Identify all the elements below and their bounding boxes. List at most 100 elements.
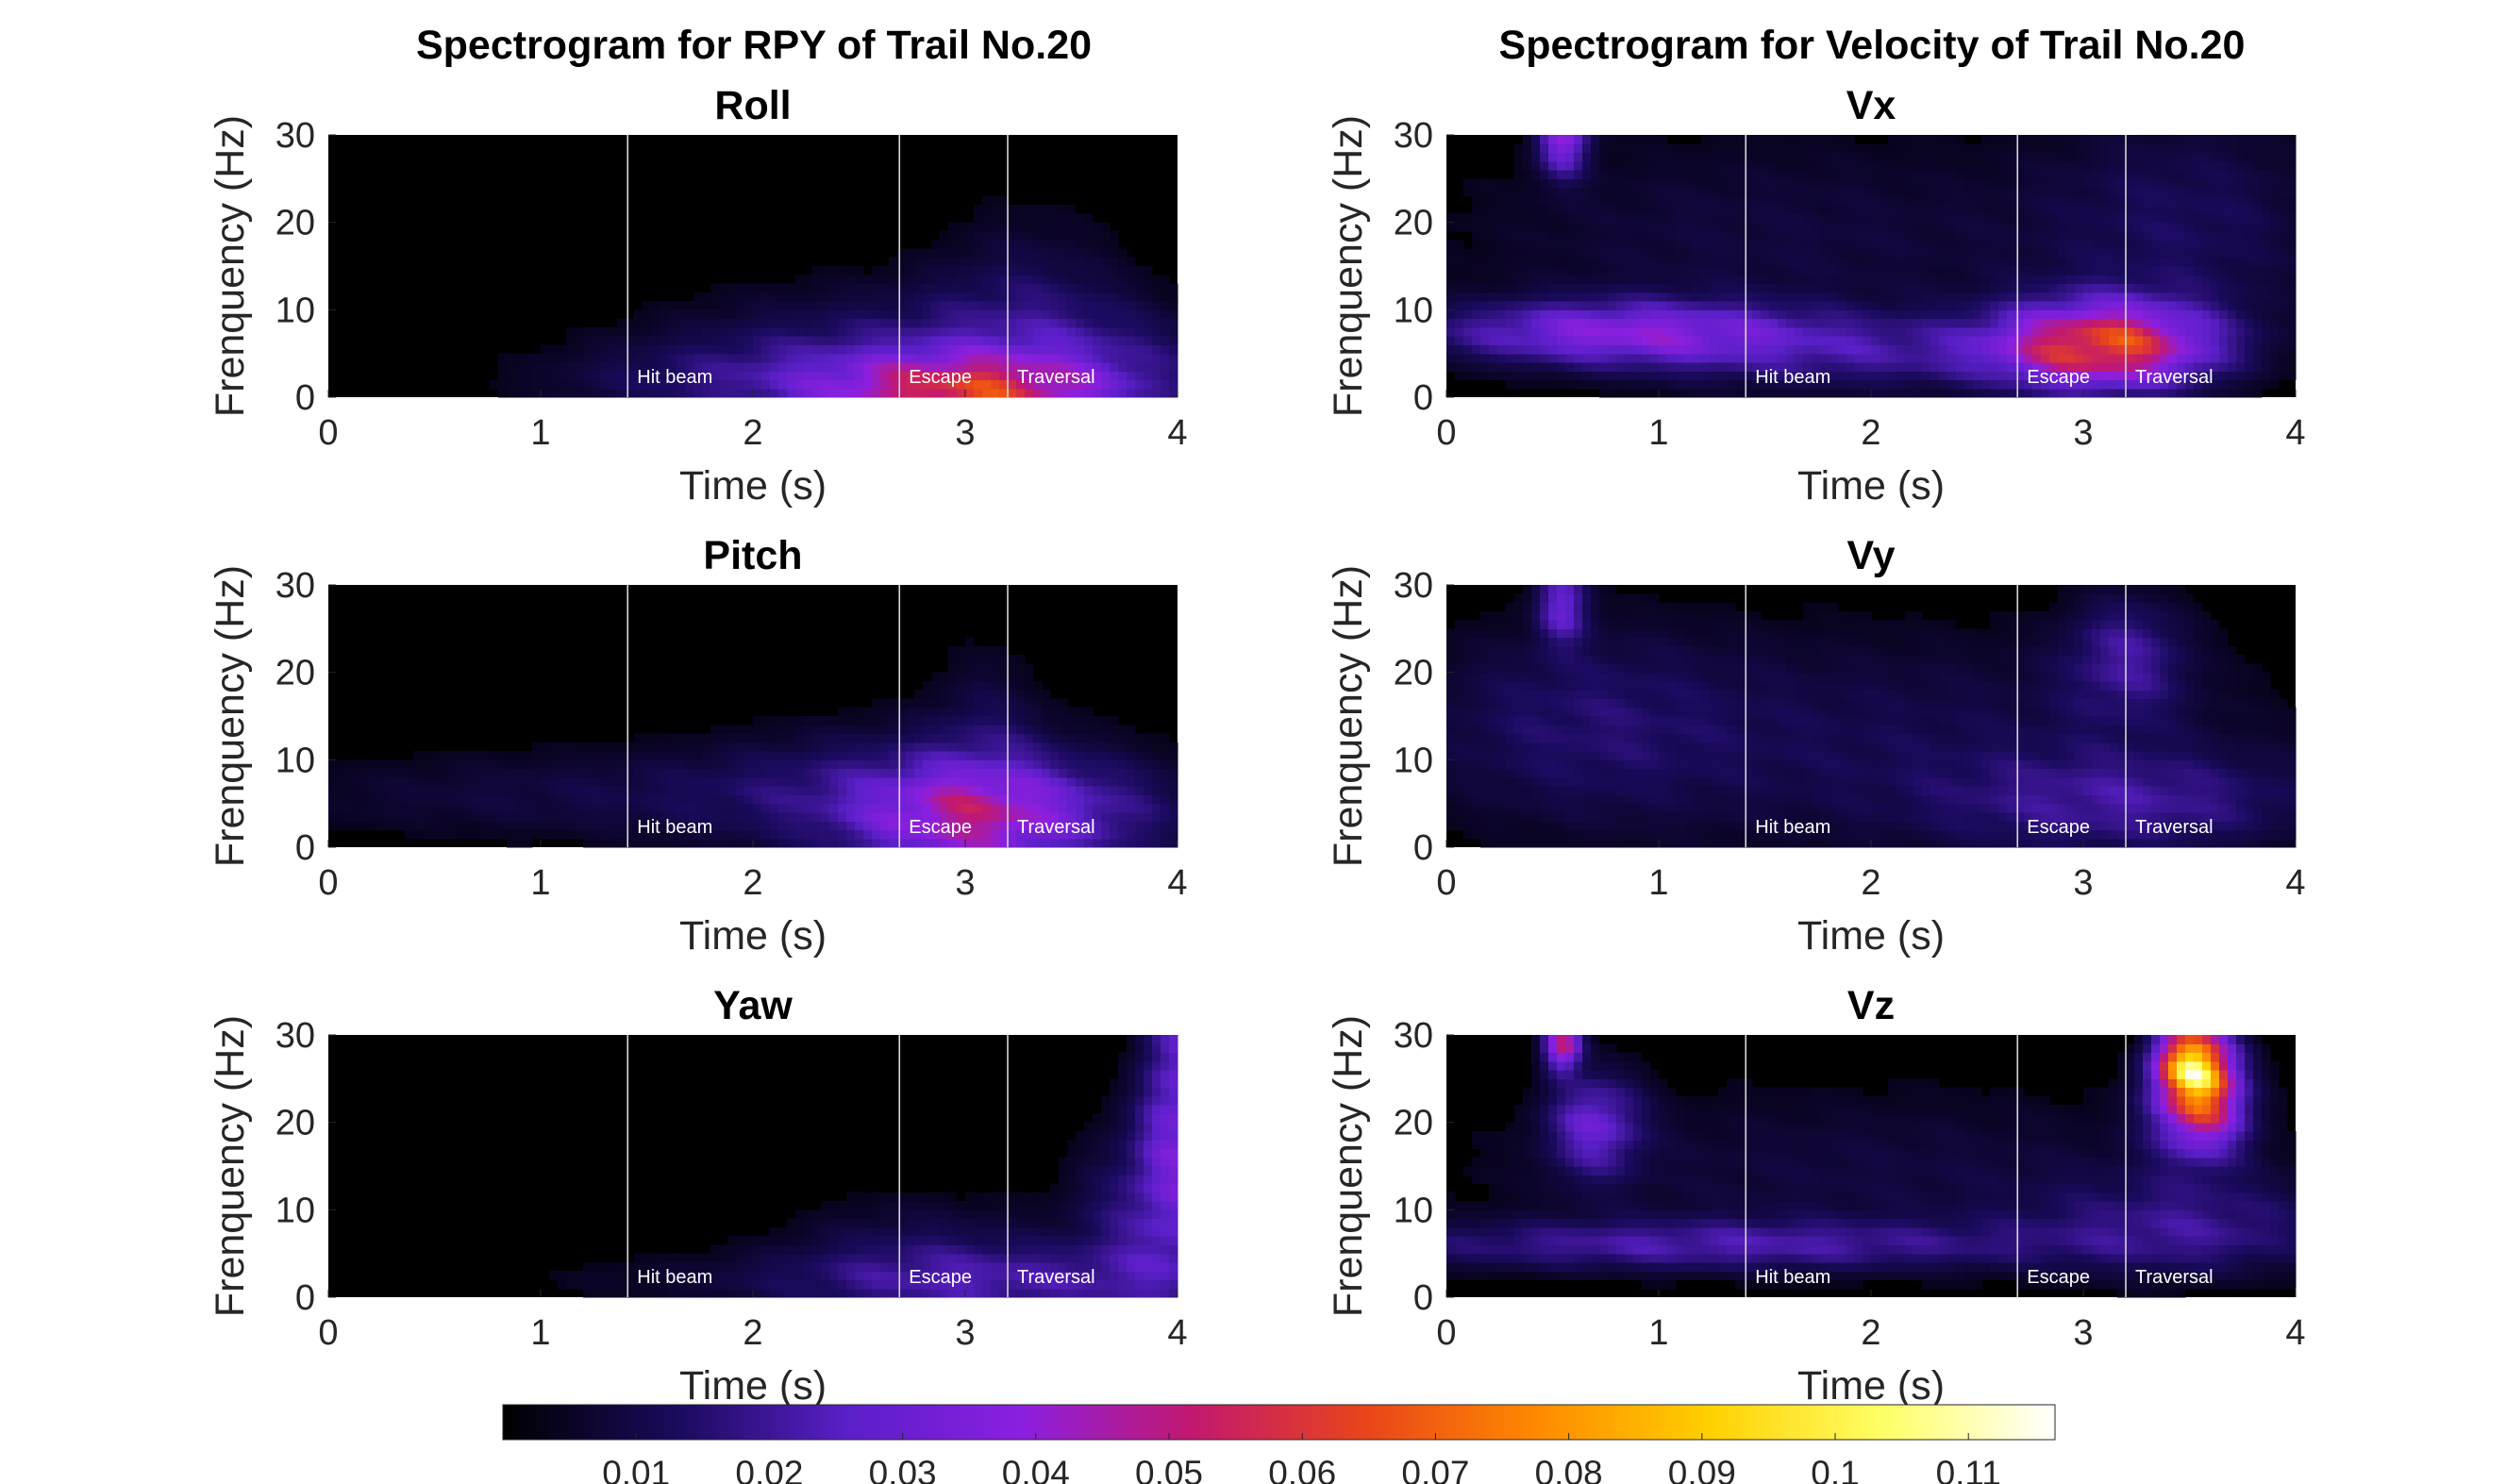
heatmap-cell — [1956, 388, 1965, 398]
heatmap-cell — [2075, 361, 2084, 372]
heatmap-cell — [982, 786, 992, 795]
heatmap-cell — [1905, 301, 1914, 310]
heatmap-cell — [931, 776, 941, 787]
heatmap-cell — [1599, 283, 1609, 293]
heatmap-cell — [430, 776, 440, 787]
heatmap-cell — [1050, 1288, 1060, 1298]
heatmap-cell — [974, 1288, 983, 1298]
heatmap-cell — [685, 318, 694, 328]
heatmap-cell — [1514, 318, 1524, 328]
heatmap-cell — [566, 803, 576, 813]
heatmap-cell — [2228, 283, 2237, 293]
heatmap-cell — [923, 266, 932, 275]
heatmap-cell — [1829, 388, 1838, 398]
heatmap-cell — [1735, 292, 1745, 302]
heatmap-cell — [855, 776, 864, 787]
heatmap-cell — [1497, 361, 1507, 372]
heatmap-cell — [1489, 309, 1498, 320]
heatmap-cell — [753, 344, 762, 355]
heatmap-cell — [2134, 379, 2144, 390]
heatmap-cell — [761, 759, 771, 770]
heatmap-cell — [2219, 353, 2229, 363]
heatmap-cell — [1947, 388, 1957, 398]
heatmap-cell — [1472, 292, 1481, 302]
heatmap-cell — [1118, 1122, 1128, 1132]
heatmap-cell — [889, 1288, 898, 1298]
heatmap-cell — [660, 803, 669, 813]
heatmap-cell — [940, 240, 949, 250]
heatmap-cell — [660, 821, 669, 831]
heatmap-cell — [1812, 309, 1821, 320]
heatmap-cell — [1973, 292, 1982, 302]
heatmap-cell — [1025, 275, 1034, 285]
heatmap-cell — [1727, 283, 1736, 293]
heatmap-cell — [1110, 751, 1119, 760]
heatmap-cell — [575, 336, 584, 345]
heatmap-cell — [1591, 353, 1600, 363]
heatmap-cell — [778, 716, 788, 725]
heatmap-cell — [710, 283, 720, 293]
heatmap-cell — [965, 733, 975, 743]
heatmap-cell — [1169, 326, 1178, 337]
heatmap-cell — [744, 309, 754, 320]
heatmap-cell — [2177, 275, 2186, 285]
heatmap-cell — [821, 1288, 830, 1298]
heatmap-cell — [1101, 257, 1111, 267]
heatmap-cell — [940, 680, 949, 691]
y-tick-label: 0 — [295, 1278, 315, 1318]
heatmap-cell — [821, 716, 830, 725]
heatmap-cell — [982, 751, 992, 760]
heatmap-cell — [651, 344, 660, 355]
heatmap-cell — [1701, 292, 1711, 302]
heatmap-cell — [957, 1201, 966, 1210]
heatmap-cell — [498, 361, 508, 372]
heatmap-cell — [600, 344, 610, 355]
heatmap-cell — [948, 707, 958, 717]
heatmap-cell — [2109, 379, 2118, 390]
heatmap-cell — [1008, 803, 1017, 813]
heatmap-cell — [1042, 690, 1051, 700]
heatmap-cell — [617, 1261, 626, 1272]
heatmap-cell — [1093, 230, 1102, 241]
heatmap-cell — [1744, 275, 1753, 285]
heatmap-cell — [1710, 371, 1719, 381]
heatmap-cell — [1973, 309, 1982, 320]
heatmap-cell — [422, 829, 431, 840]
heatmap-cell — [1693, 326, 1702, 337]
heatmap-cell — [931, 292, 941, 302]
heatmap-cell — [931, 794, 941, 805]
heatmap-cell — [515, 751, 525, 760]
heatmap-cell — [812, 318, 822, 328]
heatmap-cell — [2100, 266, 2110, 275]
heatmap-cell — [719, 371, 728, 381]
heatmap-cell — [727, 1261, 737, 1272]
heatmap-cell — [1752, 353, 1762, 363]
heatmap-cell — [753, 318, 762, 328]
heatmap-cell — [1101, 353, 1111, 363]
heatmap-cell — [668, 1288, 677, 1298]
heatmap-cell — [1059, 230, 1068, 241]
heatmap-cell — [999, 292, 1009, 302]
heatmap-cell — [974, 1244, 983, 1255]
heatmap-cell — [643, 838, 652, 848]
heatmap-cell — [812, 1261, 822, 1272]
heatmap-cell — [660, 326, 669, 337]
heatmap-cell — [473, 794, 482, 805]
heatmap-cell — [1144, 786, 1153, 795]
heatmap-cell — [880, 776, 890, 787]
heatmap-cell — [1135, 1130, 1144, 1141]
heatmap-cell — [1110, 248, 1119, 258]
heatmap-cell — [804, 776, 813, 787]
heatmap-cell — [1144, 1035, 1153, 1044]
heatmap-cell — [778, 786, 788, 795]
heatmap-cell — [2117, 292, 2127, 302]
heatmap-cell — [1110, 1253, 1119, 1263]
heatmap-cell — [948, 751, 958, 760]
x-tick-label: 2 — [743, 413, 762, 453]
heatmap-cell — [541, 803, 550, 813]
heatmap-cell — [609, 371, 618, 381]
heatmap-cell — [498, 803, 508, 813]
heatmap-cell — [1033, 707, 1043, 717]
heatmap-cell — [1101, 829, 1111, 840]
